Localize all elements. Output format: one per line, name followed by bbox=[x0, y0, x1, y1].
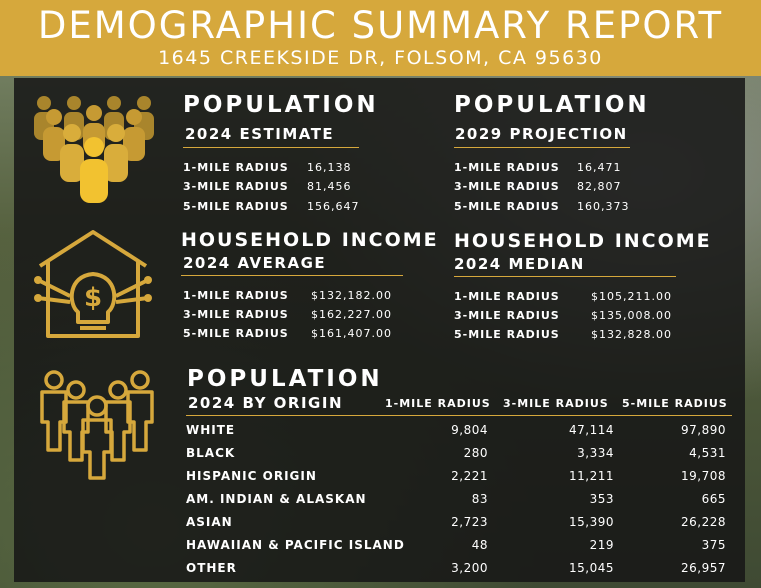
origin-row-value-5: 375 bbox=[701, 538, 726, 552]
pop2024-value-5: 156,647 bbox=[307, 200, 360, 213]
income-avg-label-3: 3-MILE RADIUS bbox=[183, 308, 289, 321]
origin-row-label: WHITE bbox=[186, 423, 236, 437]
pop2024-label-3: 3-MILE RADIUS bbox=[183, 180, 289, 193]
income-med-label-1: 1-MILE RADIUS bbox=[454, 290, 560, 303]
income-avg-label-5: 5-MILE RADIUS bbox=[183, 327, 289, 340]
origin-row-label: BLACK bbox=[186, 446, 236, 460]
origin-row-value-3: 3,334 bbox=[577, 446, 614, 460]
pop2029-value-1: 16,471 bbox=[577, 161, 622, 174]
origin-row-label: HAWAIIAN & PACIFIC ISLAND bbox=[186, 538, 405, 552]
origin-row-value-1: 280 bbox=[463, 446, 488, 460]
income-med-rule bbox=[454, 276, 676, 277]
origin-col-1mile: 1-MILE RADIUS bbox=[385, 397, 491, 410]
origin-rule bbox=[186, 415, 732, 416]
report-header: DEMOGRAPHIC SUMMARY REPORT 1645 CREEKSID… bbox=[0, 0, 761, 76]
pop2029-label-1: 1-MILE RADIUS bbox=[454, 161, 560, 174]
crowd-icon bbox=[34, 96, 154, 203]
origin-row-value-5: 26,957 bbox=[681, 561, 726, 575]
origin-col-3mile: 3-MILE RADIUS bbox=[503, 397, 609, 410]
origin-row-label: OTHER bbox=[186, 561, 237, 575]
income-avg-value-5: $161,407.00 bbox=[311, 327, 392, 340]
income-avg-subtitle: 2024 AVERAGE bbox=[183, 254, 327, 272]
origin-row-value-1: 2,221 bbox=[451, 469, 488, 483]
summary-panel bbox=[14, 78, 745, 582]
svg-text:$: $ bbox=[84, 283, 102, 313]
origin-row-label: HISPANIC ORIGIN bbox=[186, 469, 317, 483]
pop2029-value-5: 160,373 bbox=[577, 200, 630, 213]
origin-row-value-1: 9,804 bbox=[451, 423, 488, 437]
origin-row-value-5: 97,890 bbox=[681, 423, 726, 437]
pop2024-title: POPULATION bbox=[183, 92, 379, 118]
origin-row-value-3: 47,114 bbox=[569, 423, 614, 437]
origin-row-value-3: 15,045 bbox=[569, 561, 614, 575]
pop2029-rule bbox=[454, 147, 630, 148]
pop2024-label-1: 1-MILE RADIUS bbox=[183, 161, 289, 174]
income-avg-value-1: $132,182.00 bbox=[311, 289, 392, 302]
income-avg-title: HOUSEHOLD INCOME bbox=[181, 229, 439, 251]
report-title: DEMOGRAPHIC SUMMARY REPORT bbox=[37, 4, 724, 47]
pop2024-rule bbox=[183, 147, 359, 148]
pop2029-label-3: 3-MILE RADIUS bbox=[454, 180, 560, 193]
origin-row-value-3: 11,211 bbox=[569, 469, 614, 483]
origin-title: POPULATION bbox=[187, 366, 383, 392]
income-med-value-1: $105,211.00 bbox=[591, 290, 672, 303]
origin-row-value-5: 4,531 bbox=[689, 446, 726, 460]
origin-row-value-5: 19,708 bbox=[681, 469, 726, 483]
house-income-icon: $ bbox=[34, 230, 152, 338]
income-med-subtitle: 2024 MEDIAN bbox=[454, 255, 585, 273]
income-med-title: HOUSEHOLD INCOME bbox=[454, 230, 712, 252]
origin-row-value-3: 15,390 bbox=[569, 515, 614, 529]
origin-row-value-3: 219 bbox=[589, 538, 614, 552]
origin-row-value-1: 2,723 bbox=[451, 515, 488, 529]
pop2024-subtitle: 2024 ESTIMATE bbox=[185, 125, 335, 143]
pop2029-title: POPULATION bbox=[454, 92, 650, 118]
income-avg-label-1: 1-MILE RADIUS bbox=[183, 289, 289, 302]
income-med-label-5: 5-MILE RADIUS bbox=[454, 328, 560, 341]
origin-row-value-1: 48 bbox=[471, 538, 488, 552]
group-people-icon bbox=[40, 370, 154, 480]
pop2029-value-3: 82,807 bbox=[577, 180, 622, 193]
origin-row-label: ASIAN bbox=[186, 515, 233, 529]
pop2029-subtitle: 2029 PROJECTION bbox=[455, 125, 628, 143]
income-med-value-5: $132,828.00 bbox=[591, 328, 672, 341]
pop2024-value-3: 81,456 bbox=[307, 180, 352, 193]
origin-subtitle: 2024 BY ORIGIN bbox=[188, 394, 343, 412]
pop2029-label-5: 5-MILE RADIUS bbox=[454, 200, 560, 213]
pop2024-label-5: 5-MILE RADIUS bbox=[183, 200, 289, 213]
property-address: 1645 CREEKSIDE DR, FOLSOM, CA 95630 bbox=[158, 47, 603, 69]
origin-row-value-3: 353 bbox=[589, 492, 614, 506]
pop2024-value-1: 16,138 bbox=[307, 161, 352, 174]
origin-row-label: AM. INDIAN & ALASKAN bbox=[186, 492, 367, 506]
income-med-value-3: $135,008.00 bbox=[591, 309, 672, 322]
income-avg-rule bbox=[181, 275, 403, 276]
income-avg-value-3: $162,227.00 bbox=[311, 308, 392, 321]
origin-col-5mile: 5-MILE RADIUS bbox=[622, 397, 728, 410]
origin-row-value-5: 665 bbox=[701, 492, 726, 506]
origin-row-value-1: 3,200 bbox=[451, 561, 488, 575]
origin-row-value-1: 83 bbox=[471, 492, 488, 506]
income-med-label-3: 3-MILE RADIUS bbox=[454, 309, 560, 322]
origin-row-value-5: 26,228 bbox=[681, 515, 726, 529]
